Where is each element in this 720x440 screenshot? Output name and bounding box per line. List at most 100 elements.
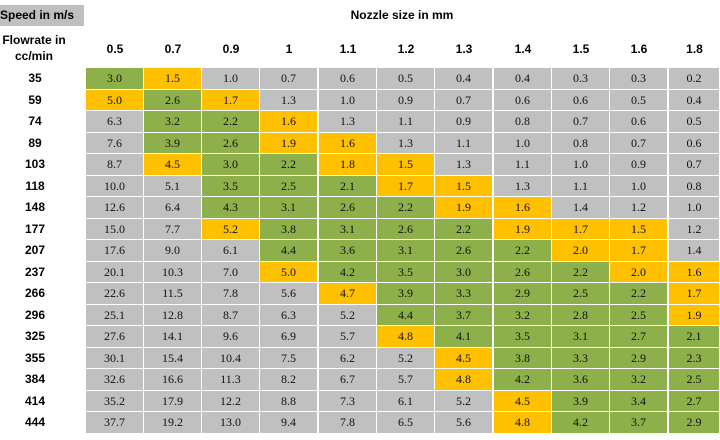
table-cell: 17.9 [144, 390, 202, 412]
table-cell: 3.7 [435, 304, 493, 326]
table-cell: 0.4 [669, 89, 720, 111]
table-cell: 1.6 [319, 132, 377, 154]
table-cell: 0.3 [552, 68, 610, 90]
table-cell: 1.1 [377, 111, 435, 133]
row-header-flowrate: 355 [24, 350, 46, 365]
table-cell: 12.6 [86, 197, 144, 219]
table-cell: 2.7 [610, 326, 668, 348]
table-cell: 2.6 [202, 132, 260, 154]
table-cell: 4.5 [494, 390, 552, 412]
table-cell: 9.0 [144, 240, 202, 262]
table-cell: 1.2 [610, 197, 668, 219]
table-cell: 2.2 [494, 240, 552, 262]
table-cell: 5.0 [86, 89, 144, 111]
table-cell: 9.6 [202, 326, 260, 348]
table-cell: 3.9 [552, 390, 610, 412]
table-cell: 10.4 [202, 347, 260, 369]
table-cell: 0.9 [377, 89, 435, 111]
table-cell: 4.4 [377, 304, 435, 326]
table-cell: 6.3 [260, 304, 318, 326]
table-cell: 1.1 [552, 175, 610, 197]
table-cell: 1.5 [377, 154, 435, 176]
table-cell: 5.7 [377, 369, 435, 391]
table-cell: 5.6 [260, 283, 318, 305]
table-cell: 7.5 [260, 347, 318, 369]
table-cell: 3.1 [260, 197, 318, 219]
table-cell: 5.0 [260, 261, 318, 283]
table-cell: 8.2 [260, 369, 318, 391]
table-cell: 2.0 [610, 261, 668, 283]
table-cell: 3.7 [610, 412, 668, 434]
table-cell: 17.6 [86, 240, 144, 262]
table-cell: 1.4 [552, 197, 610, 219]
table-cell: 1.7 [610, 240, 668, 262]
table-cell: 15.0 [86, 218, 144, 240]
table-cell: 1.9 [494, 218, 552, 240]
table-cell: 5.2 [435, 390, 493, 412]
table-cell: 7.7 [144, 218, 202, 240]
table-cell: 4.2 [494, 369, 552, 391]
corner-label: Speed in m/s [0, 5, 84, 26]
table-cell: 10.3 [144, 261, 202, 283]
row-header-flowrate: 296 [24, 307, 46, 322]
table-cell: 2.6 [494, 261, 552, 283]
table-cell: 4.5 [144, 154, 202, 176]
table-cell: 0.7 [552, 111, 610, 133]
table-cell: 5.2 [319, 304, 377, 326]
table-cell: 1.2 [669, 218, 720, 240]
table-cell: 25.1 [86, 304, 144, 326]
table-cell: 7.8 [319, 412, 377, 434]
table-cell: 6.1 [202, 240, 260, 262]
table-cell: 0.6 [494, 89, 552, 111]
column-header: 1.4 [514, 42, 532, 56]
table-cell: 8.8 [260, 390, 318, 412]
column-header: 1.2 [397, 42, 415, 56]
table-cell: 2.9 [494, 283, 552, 305]
table-cell: 1.3 [260, 89, 318, 111]
table-cell: 2.5 [260, 175, 318, 197]
table-cell: 5.2 [202, 218, 260, 240]
table-cell: 3.9 [144, 132, 202, 154]
table-cell: 2.5 [552, 283, 610, 305]
table-cell: 2.3 [669, 347, 720, 369]
row-header-flowrate: 444 [24, 415, 46, 429]
table-cell: 0.6 [319, 68, 377, 90]
table-cell: 1.7 [669, 283, 720, 305]
table-cell: 4.7 [319, 283, 377, 305]
table-cell: 0.8 [552, 132, 610, 154]
table-cell: 0.5 [377, 68, 435, 90]
table-cell: 4.8 [494, 412, 552, 434]
table-cell: 6.2 [319, 347, 377, 369]
table-cell: 0.8 [494, 111, 552, 133]
table-cell: 1.3 [319, 111, 377, 133]
table-cell: 5.2 [377, 347, 435, 369]
table-cell: 2.8 [552, 304, 610, 326]
row-header-flowrate: 384 [24, 372, 46, 386]
table-cell: 1.9 [669, 304, 720, 326]
table-cell: 2.2 [260, 154, 318, 176]
table-cell: 3.4 [610, 390, 668, 412]
table-cell: 3.6 [552, 369, 610, 391]
row-header-flowrate: 207 [24, 243, 46, 257]
table-cell: 2.1 [669, 326, 720, 348]
table-cell: 1.7 [377, 175, 435, 197]
row-header-flowrate: 266 [24, 286, 46, 300]
table-cell: 12.8 [144, 304, 202, 326]
table-cell: 3.3 [435, 283, 493, 305]
table-cell: 1.9 [435, 197, 493, 219]
table-cell: 37.7 [86, 412, 144, 434]
table-cell: 2.6 [144, 89, 202, 111]
table-cell: 1.0 [552, 154, 610, 176]
table-cell: 2.2 [202, 111, 260, 133]
table-cell: 1.3 [435, 154, 493, 176]
table-cell: 3.9 [377, 283, 435, 305]
table-cell: 4.5 [435, 347, 493, 369]
table-cell: 19.2 [144, 412, 202, 434]
table-cell: 3.8 [260, 218, 318, 240]
table-cell: 1.3 [377, 132, 435, 154]
table-cell: 1.0 [202, 68, 260, 90]
table-cell: 4.4 [260, 240, 318, 262]
row-header-flowrate: 35 [28, 71, 42, 85]
table-cell: 1.7 [552, 218, 610, 240]
